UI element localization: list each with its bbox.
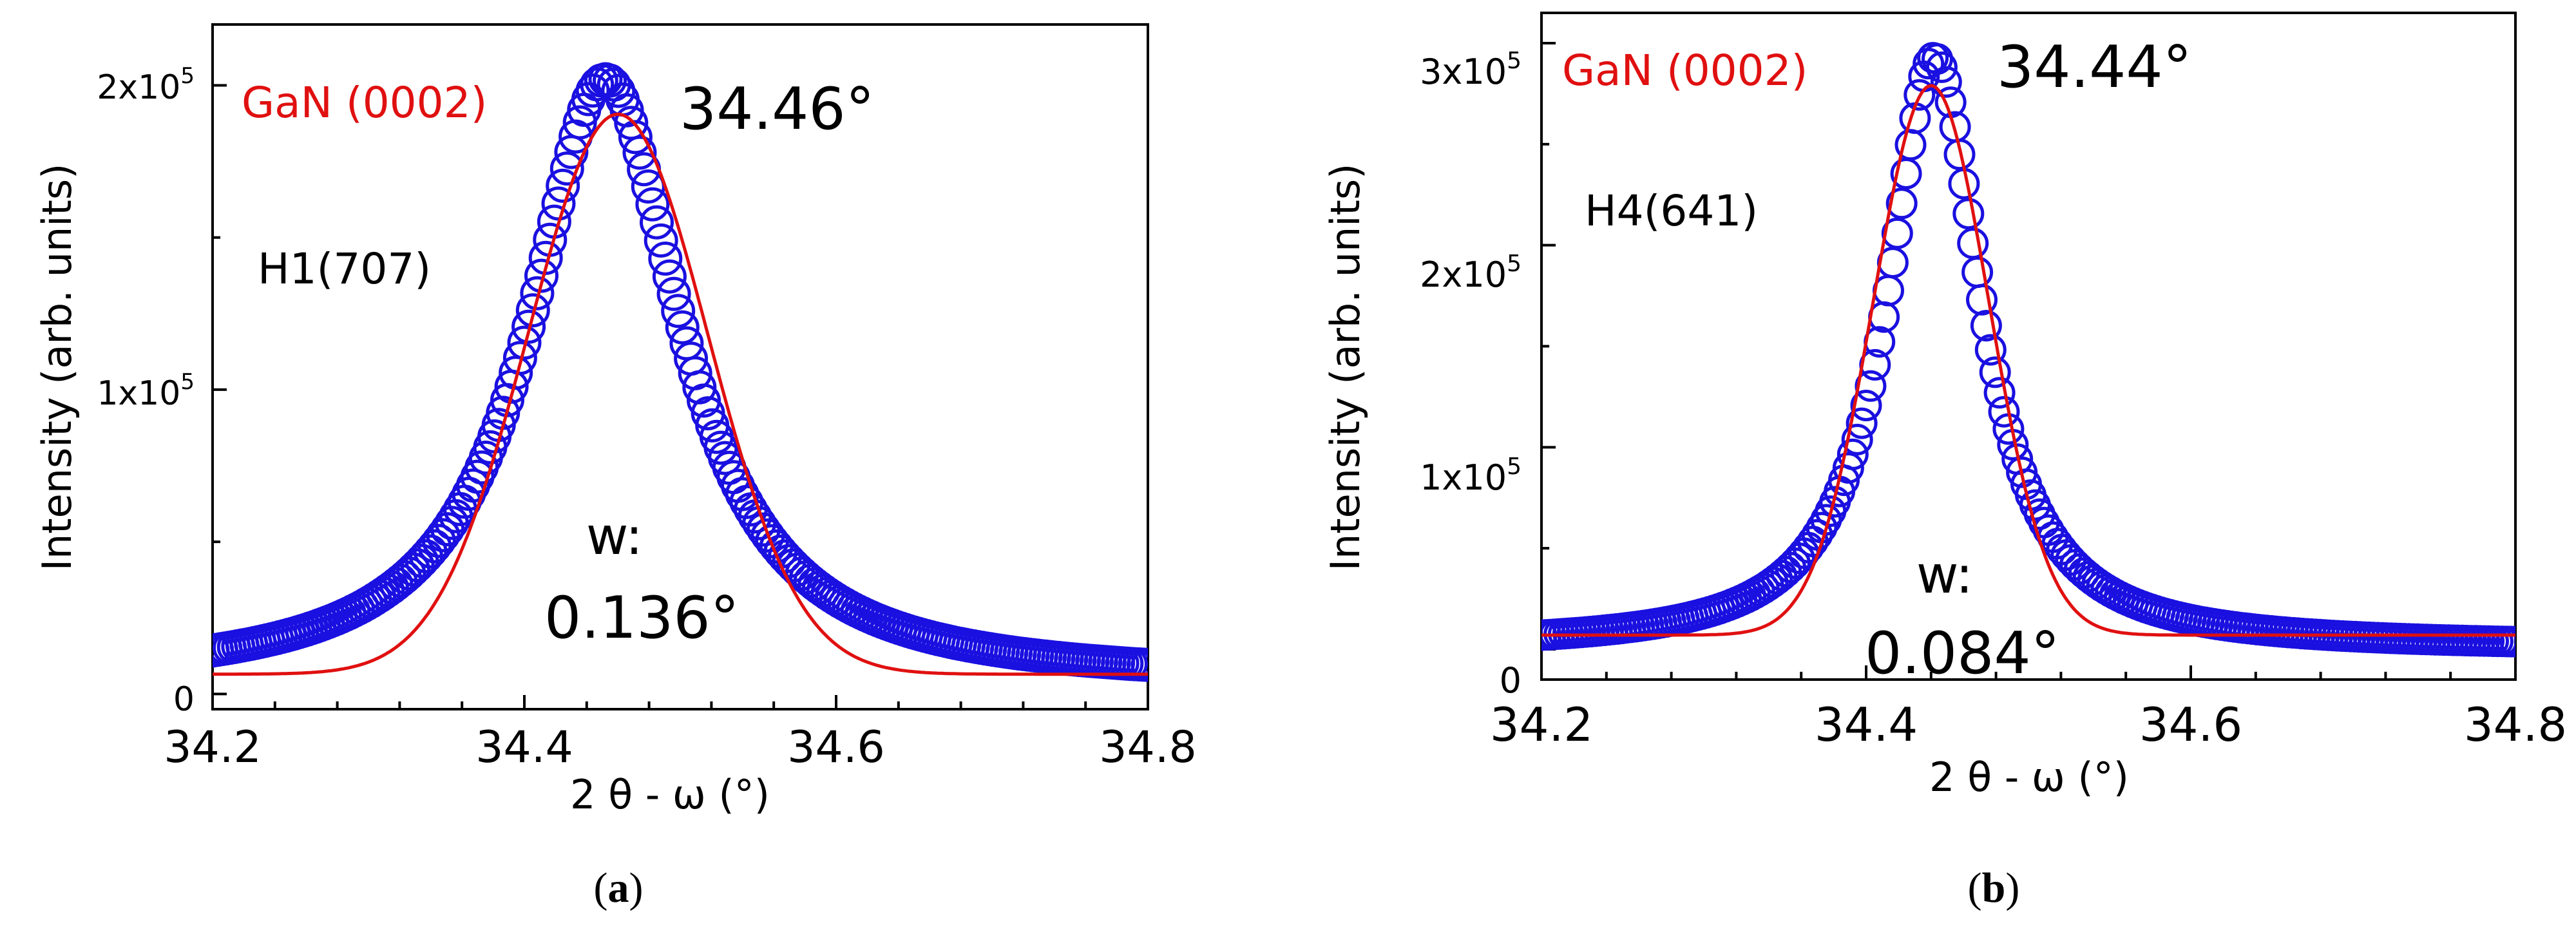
- panel-b: 34.2 34.4 34.6 34.8 0 1x105 2x105 3x105 …: [1322, 12, 2567, 911]
- data-point: [520, 276, 555, 310]
- data-point: [1885, 187, 1918, 220]
- data-point: [1903, 79, 1936, 111]
- panel-b-frame: [1540, 12, 2517, 681]
- panel-b-x-axis-title: 2 θ - ω (°): [1929, 754, 2129, 801]
- data-point: [1846, 407, 1878, 439]
- panel-b-reflection-label: GaN (0002): [1562, 46, 1808, 95]
- panel-a-ytick-label: 2x105: [97, 63, 195, 107]
- data-point: [1801, 519, 1833, 551]
- panel-b-peak-label: 34.44°: [1997, 33, 2192, 101]
- data-point: [1952, 198, 1985, 230]
- data-point: [1850, 390, 1882, 421]
- data-point: [1983, 377, 2016, 409]
- panel-b-ytick-label: 2x105: [1420, 251, 1522, 295]
- panel-b-plot-area: [1541, 42, 2515, 658]
- data-point: [640, 205, 674, 240]
- panel-b-width-value: 0.084°: [1865, 620, 2060, 687]
- panel-a-y-axis-title: Intensity (arb. units): [33, 164, 81, 571]
- data-point: [682, 370, 717, 405]
- panel-a-peak-label: 34.46°: [680, 75, 875, 143]
- panel-a-plot-area: [213, 62, 1148, 682]
- data-point: [511, 309, 546, 344]
- panel-b-ytick-label: 1x105: [1420, 453, 1522, 498]
- panel-b-y-ticks: [1541, 42, 1556, 651]
- panel-a-x-axis-title: 2 θ - ω (°): [570, 771, 770, 818]
- panel-b-ytick-label: 0: [1500, 660, 1522, 701]
- panel-b-caption: (b): [1968, 864, 2020, 911]
- fit-line: [1541, 84, 2515, 637]
- panel-a-xtick-label: 34.6: [787, 722, 884, 773]
- data-point: [1131, 647, 1148, 682]
- data-point: [2499, 625, 2515, 658]
- data-point: [421, 524, 456, 558]
- data-point: [546, 168, 580, 203]
- panel-b-xtick-label: 34.2: [1490, 698, 1593, 752]
- panel-a-width-label: w:: [586, 506, 643, 566]
- data-point: [1930, 66, 1962, 98]
- data-point: [1837, 438, 1869, 470]
- data-point: [1832, 452, 1864, 484]
- data-point: [396, 552, 431, 587]
- data-point: [635, 187, 670, 222]
- data-point: [789, 560, 824, 595]
- data-point: [1925, 51, 1958, 83]
- data-point: [656, 276, 691, 311]
- data-point: [644, 223, 678, 258]
- data-point: [507, 325, 542, 360]
- panel-b-xtick-label: 34.4: [1815, 698, 1918, 752]
- data-point: [1957, 227, 1989, 260]
- panel-a-sample-label: H1(707): [258, 244, 431, 294]
- data-point: [746, 512, 781, 547]
- plot-series: [1541, 42, 2515, 658]
- panel-a: 34.2 34.4 34.6 34.8 0 1x105 2x105 Intens…: [33, 23, 1197, 911]
- panel-b-xtick-label: 34.8: [2464, 698, 2567, 752]
- panel-a-ytick-label: 1x105: [97, 369, 195, 413]
- data-point: [524, 258, 558, 293]
- data-point: [502, 341, 537, 376]
- panel-b-ytick-label: 3x105: [1420, 48, 1522, 92]
- panel-a-y-ticks: [213, 84, 227, 696]
- panel-a-caption: (a): [594, 864, 644, 911]
- panel-b-x-ticks: [1540, 665, 2517, 680]
- panel-b-sample-label: H4(641): [1585, 186, 1758, 236]
- panel-a-ytick-label: 0: [173, 680, 195, 719]
- panel-a-xtick-label: 34.8: [1099, 722, 1196, 773]
- panel-a-frame: [211, 23, 1149, 710]
- data-point: [618, 120, 653, 155]
- data-point: [665, 310, 700, 345]
- data-point: [580, 67, 615, 102]
- data-point: [392, 556, 426, 591]
- data-point: [1988, 396, 2020, 428]
- data-point: [1841, 423, 1873, 455]
- panel-a-xtick-label: 34.4: [475, 722, 573, 773]
- data-point: [648, 242, 683, 276]
- panel-a-reflection-label: GaN (0002): [242, 78, 487, 128]
- data-point: [661, 294, 696, 329]
- data-point: [1966, 283, 1998, 316]
- panel-b-y-axis-title: Intensity (arb. units): [1322, 164, 1369, 571]
- data-point: [1855, 370, 1887, 402]
- panel-b-width-label: w:: [1916, 545, 1973, 605]
- data-point: [622, 135, 657, 170]
- data-point: [1979, 356, 2011, 388]
- data-point: [1961, 256, 1994, 289]
- panel-a-xtick-label: 34.2: [164, 722, 261, 773]
- panel-a-width-value: 0.136°: [544, 584, 739, 652]
- data-point: [1970, 310, 2002, 342]
- panel-a-x-ticks: [211, 695, 1149, 709]
- data-point: [593, 63, 627, 98]
- plot-series: [213, 62, 1148, 682]
- data-point: [1974, 334, 2007, 366]
- data-point: [652, 259, 687, 294]
- data-point: [417, 529, 452, 564]
- fit-line: [213, 112, 1148, 676]
- data-point: [1881, 217, 1913, 249]
- panel-b-xtick-label: 34.6: [2139, 698, 2242, 752]
- data-point: [515, 293, 550, 328]
- data-point: [549, 151, 584, 186]
